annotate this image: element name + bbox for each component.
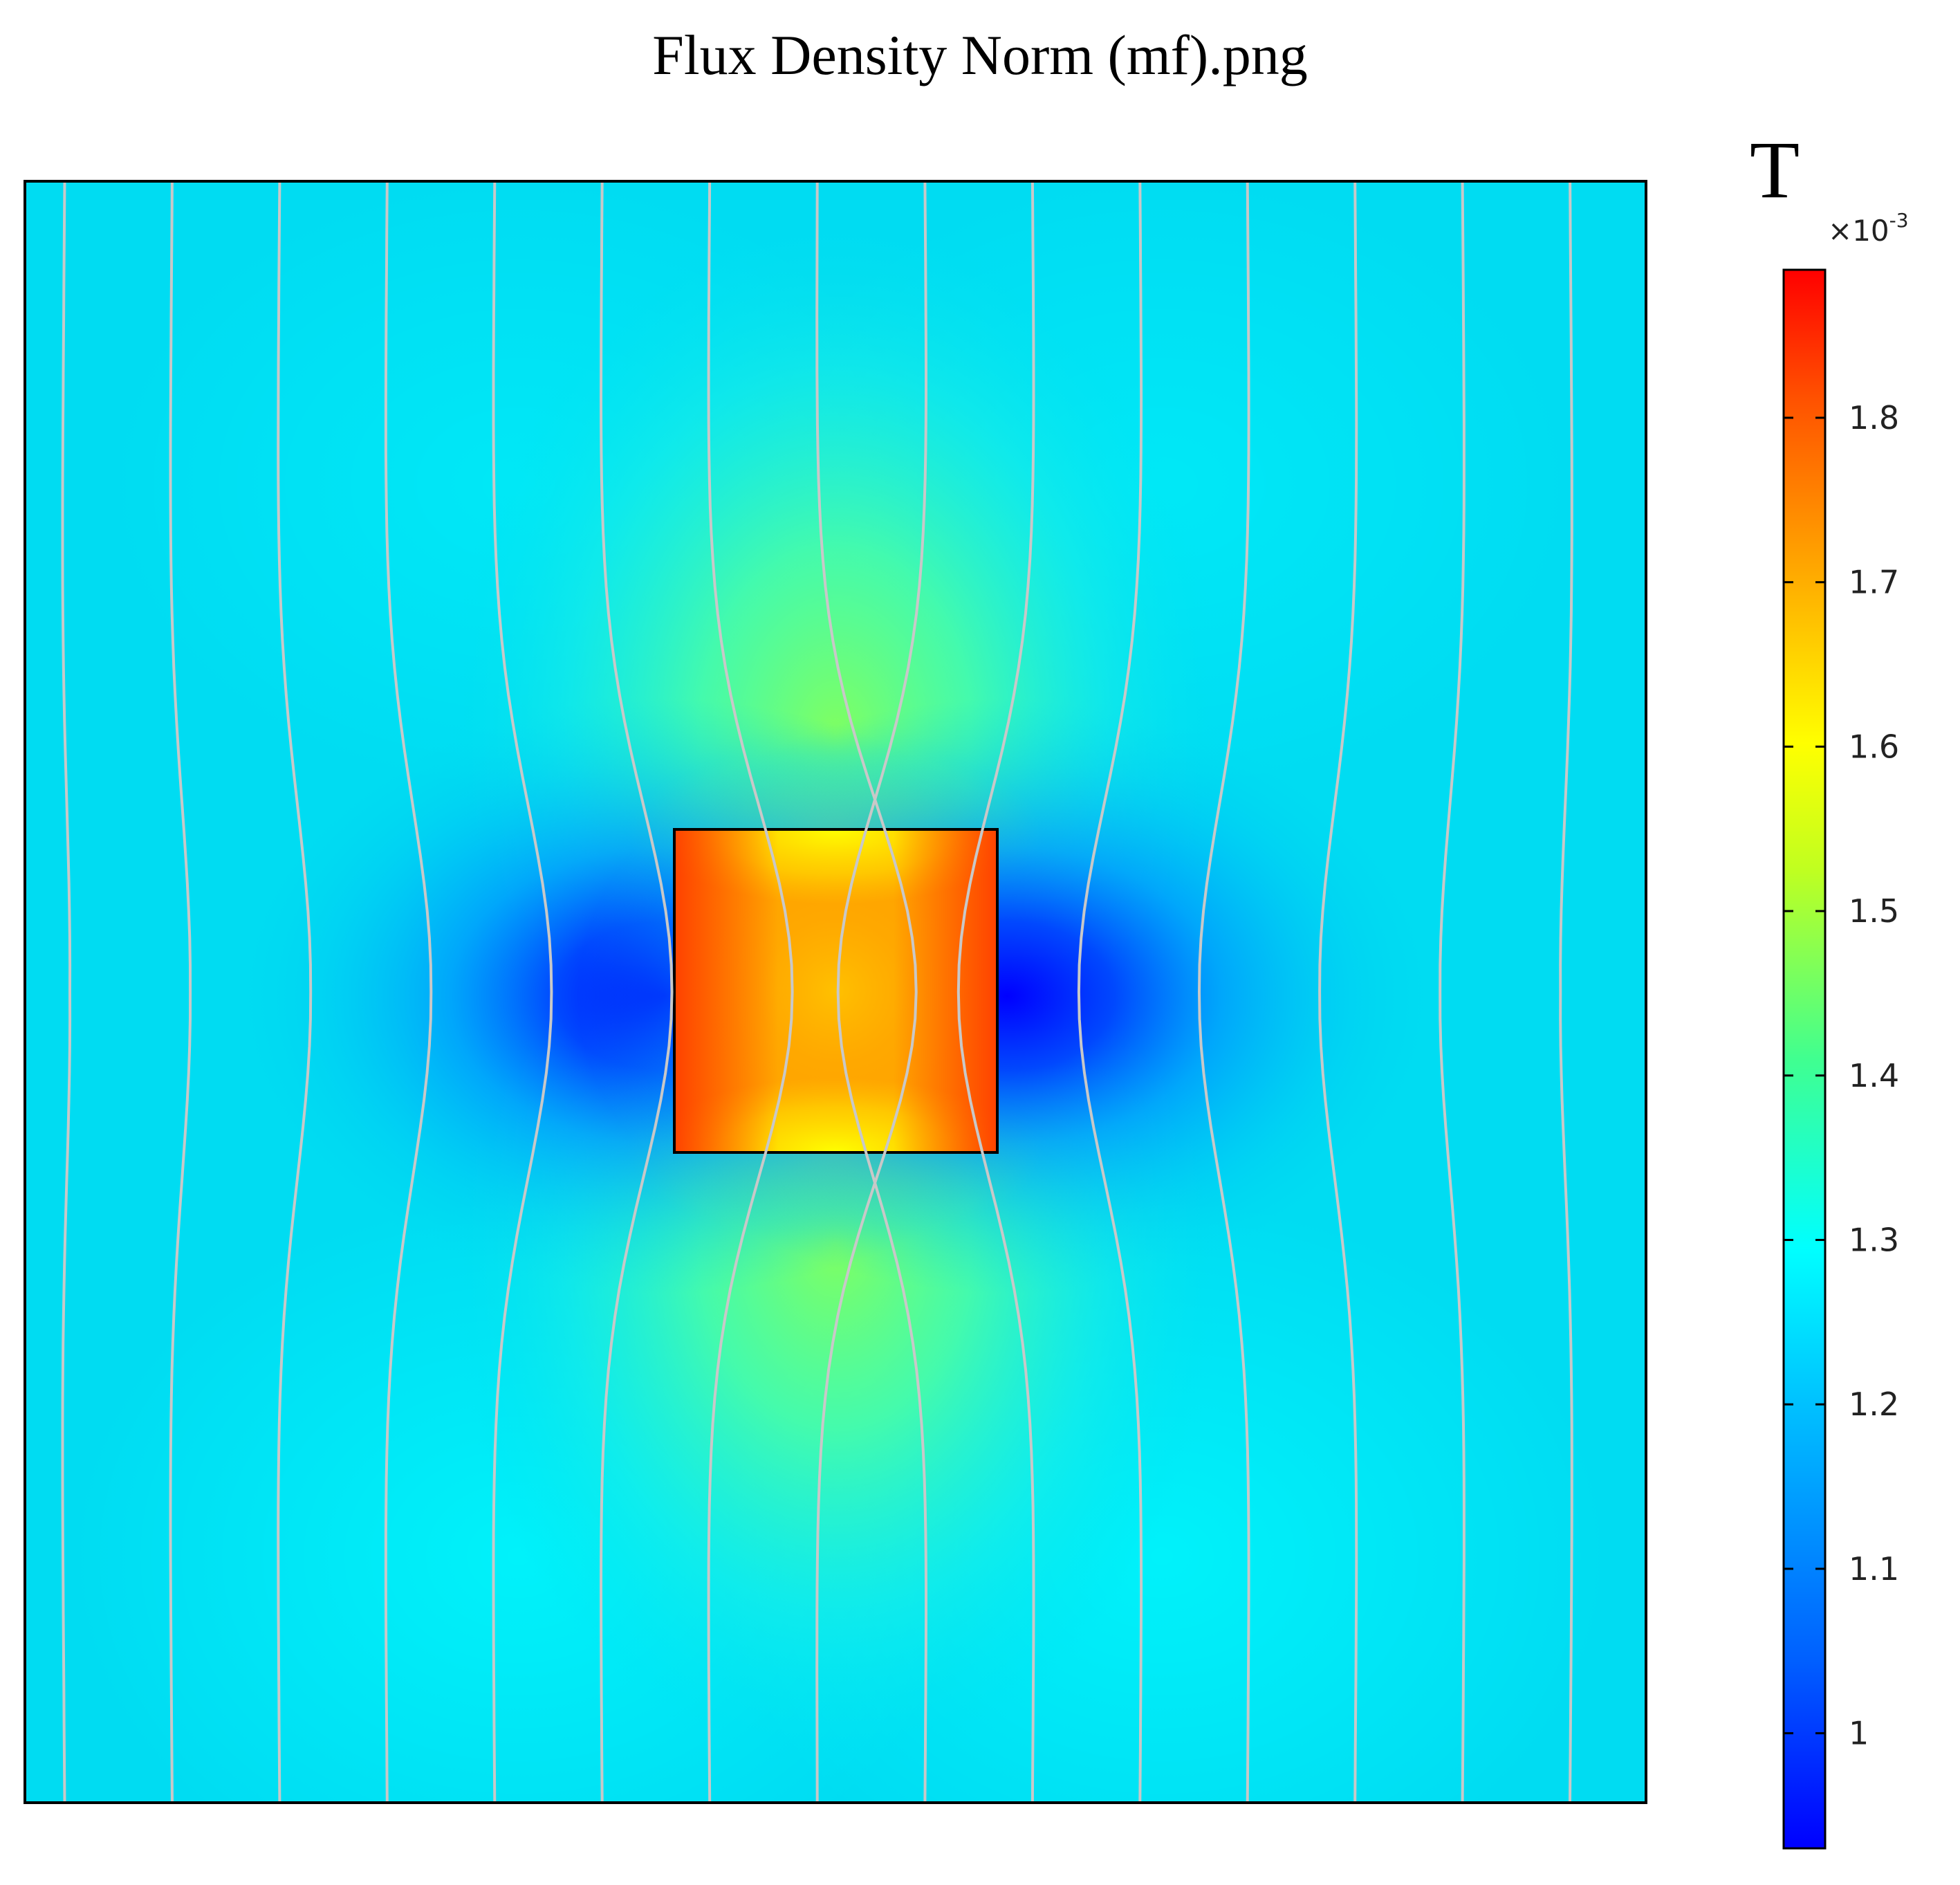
streamline	[277, 181, 313, 1803]
streamline	[169, 181, 192, 1803]
streamline	[707, 181, 794, 1803]
colorbar-tick-label: 1.4	[1849, 1057, 1899, 1094]
colorbar-multiplier-base: ×10	[1828, 214, 1889, 248]
colorbar-tick-label: 1.8	[1849, 399, 1899, 436]
streamline	[1559, 181, 1573, 1803]
streamline	[492, 181, 553, 1803]
streamline	[1318, 181, 1358, 1803]
colorbar: T ×10-3 1 1.1 1.2 1.3 1.4 1.5 1.6 1.7 1.8	[1750, 125, 1909, 1850]
colorbar-multiplier: ×10-3	[1828, 209, 1909, 248]
colorbar-ticks: 1 1.1 1.2 1.3 1.4 1.5 1.6 1.7 1.8	[1784, 399, 1899, 1752]
colorbar-tick-label: 1.6	[1849, 728, 1899, 765]
streamlines	[61, 181, 1573, 1803]
streamline	[61, 181, 72, 1803]
streamline	[384, 181, 433, 1803]
object-right-edge	[894, 829, 997, 1152]
streamline	[956, 181, 1035, 1803]
object-square	[673, 828, 999, 1154]
plot-area	[25, 181, 1646, 1803]
colorbar-tick-label: 1.1	[1849, 1550, 1899, 1588]
colorbar-gradient	[1782, 268, 1827, 1850]
colorbar-unit: T	[1750, 125, 1800, 215]
streamline	[599, 181, 674, 1803]
streamline	[836, 181, 927, 1803]
colorbar-tick-label: 1.3	[1849, 1221, 1899, 1258]
colorbar-tick-label: 1.7	[1849, 564, 1899, 601]
object-outline	[673, 828, 999, 1154]
streamline	[1077, 181, 1143, 1803]
colorbar-tick-label: 1	[1849, 1715, 1869, 1752]
figure-title: Flux Density Norm (mf).png	[652, 24, 1308, 86]
colorbar-tick-label: 1.2	[1849, 1386, 1899, 1423]
object-left-edge	[674, 829, 778, 1152]
plot-frame	[24, 180, 1647, 1804]
colorbar-multiplier-exponent: -3	[1889, 209, 1909, 232]
streamline	[1197, 181, 1250, 1803]
streamline	[1439, 181, 1466, 1803]
streamline	[815, 181, 918, 1803]
colorbar-tick-label: 1.5	[1849, 892, 1899, 930]
